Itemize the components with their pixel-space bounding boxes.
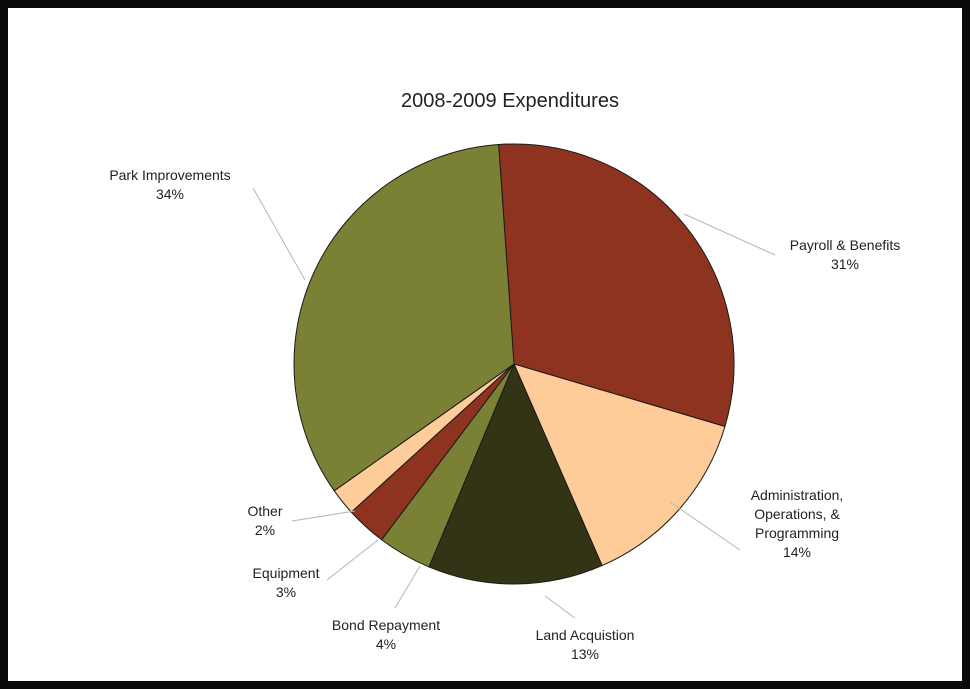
slice-percent: 34% (156, 186, 184, 202)
slice-label: Administration, Operations, & Programming 1… (751, 487, 844, 560)
slice-name: Operations, & (754, 506, 840, 522)
slice-label: Park Improvements 34% (109, 167, 230, 202)
leader-line (683, 213, 776, 256)
slice-name: Land Acquistion (536, 627, 635, 643)
slice-name: Bond Repayment (332, 617, 440, 633)
slice-label: Payroll & Benefits 31% (790, 237, 901, 272)
slice-name: Administration, (751, 487, 844, 503)
slice-percent: 13% (571, 646, 599, 662)
slice-label: Land Acquistion 13% (536, 627, 635, 662)
slice-percent: 3% (276, 584, 296, 600)
slice-label: Other 2% (247, 503, 282, 538)
leader-line (669, 501, 741, 551)
slice-percent: 14% (783, 544, 811, 560)
slice-name: Park Improvements (109, 167, 230, 183)
pie-slice (498, 143, 735, 428)
pie-slice (293, 144, 515, 492)
leader-line (394, 565, 421, 609)
leader-line (326, 539, 379, 581)
slice-name: Programming (755, 525, 839, 541)
slice-name: Equipment (253, 565, 320, 581)
slice-name: Payroll & Benefits (790, 237, 901, 253)
leader-line (252, 187, 306, 281)
slice-percent: 31% (831, 256, 859, 272)
slice-percent: 4% (376, 636, 396, 652)
pie-slice (428, 362, 603, 585)
slice-percent: 2% (255, 522, 275, 538)
slice-label: Equipment 3% (253, 565, 320, 600)
leader-line (544, 595, 576, 619)
slice-name: Other (247, 503, 282, 519)
leader-line (291, 510, 356, 522)
pie-slice (513, 363, 726, 567)
slice-label: Bond Repayment 4% (332, 617, 440, 652)
chart-title: 2008-2009 Expenditures (401, 90, 619, 112)
